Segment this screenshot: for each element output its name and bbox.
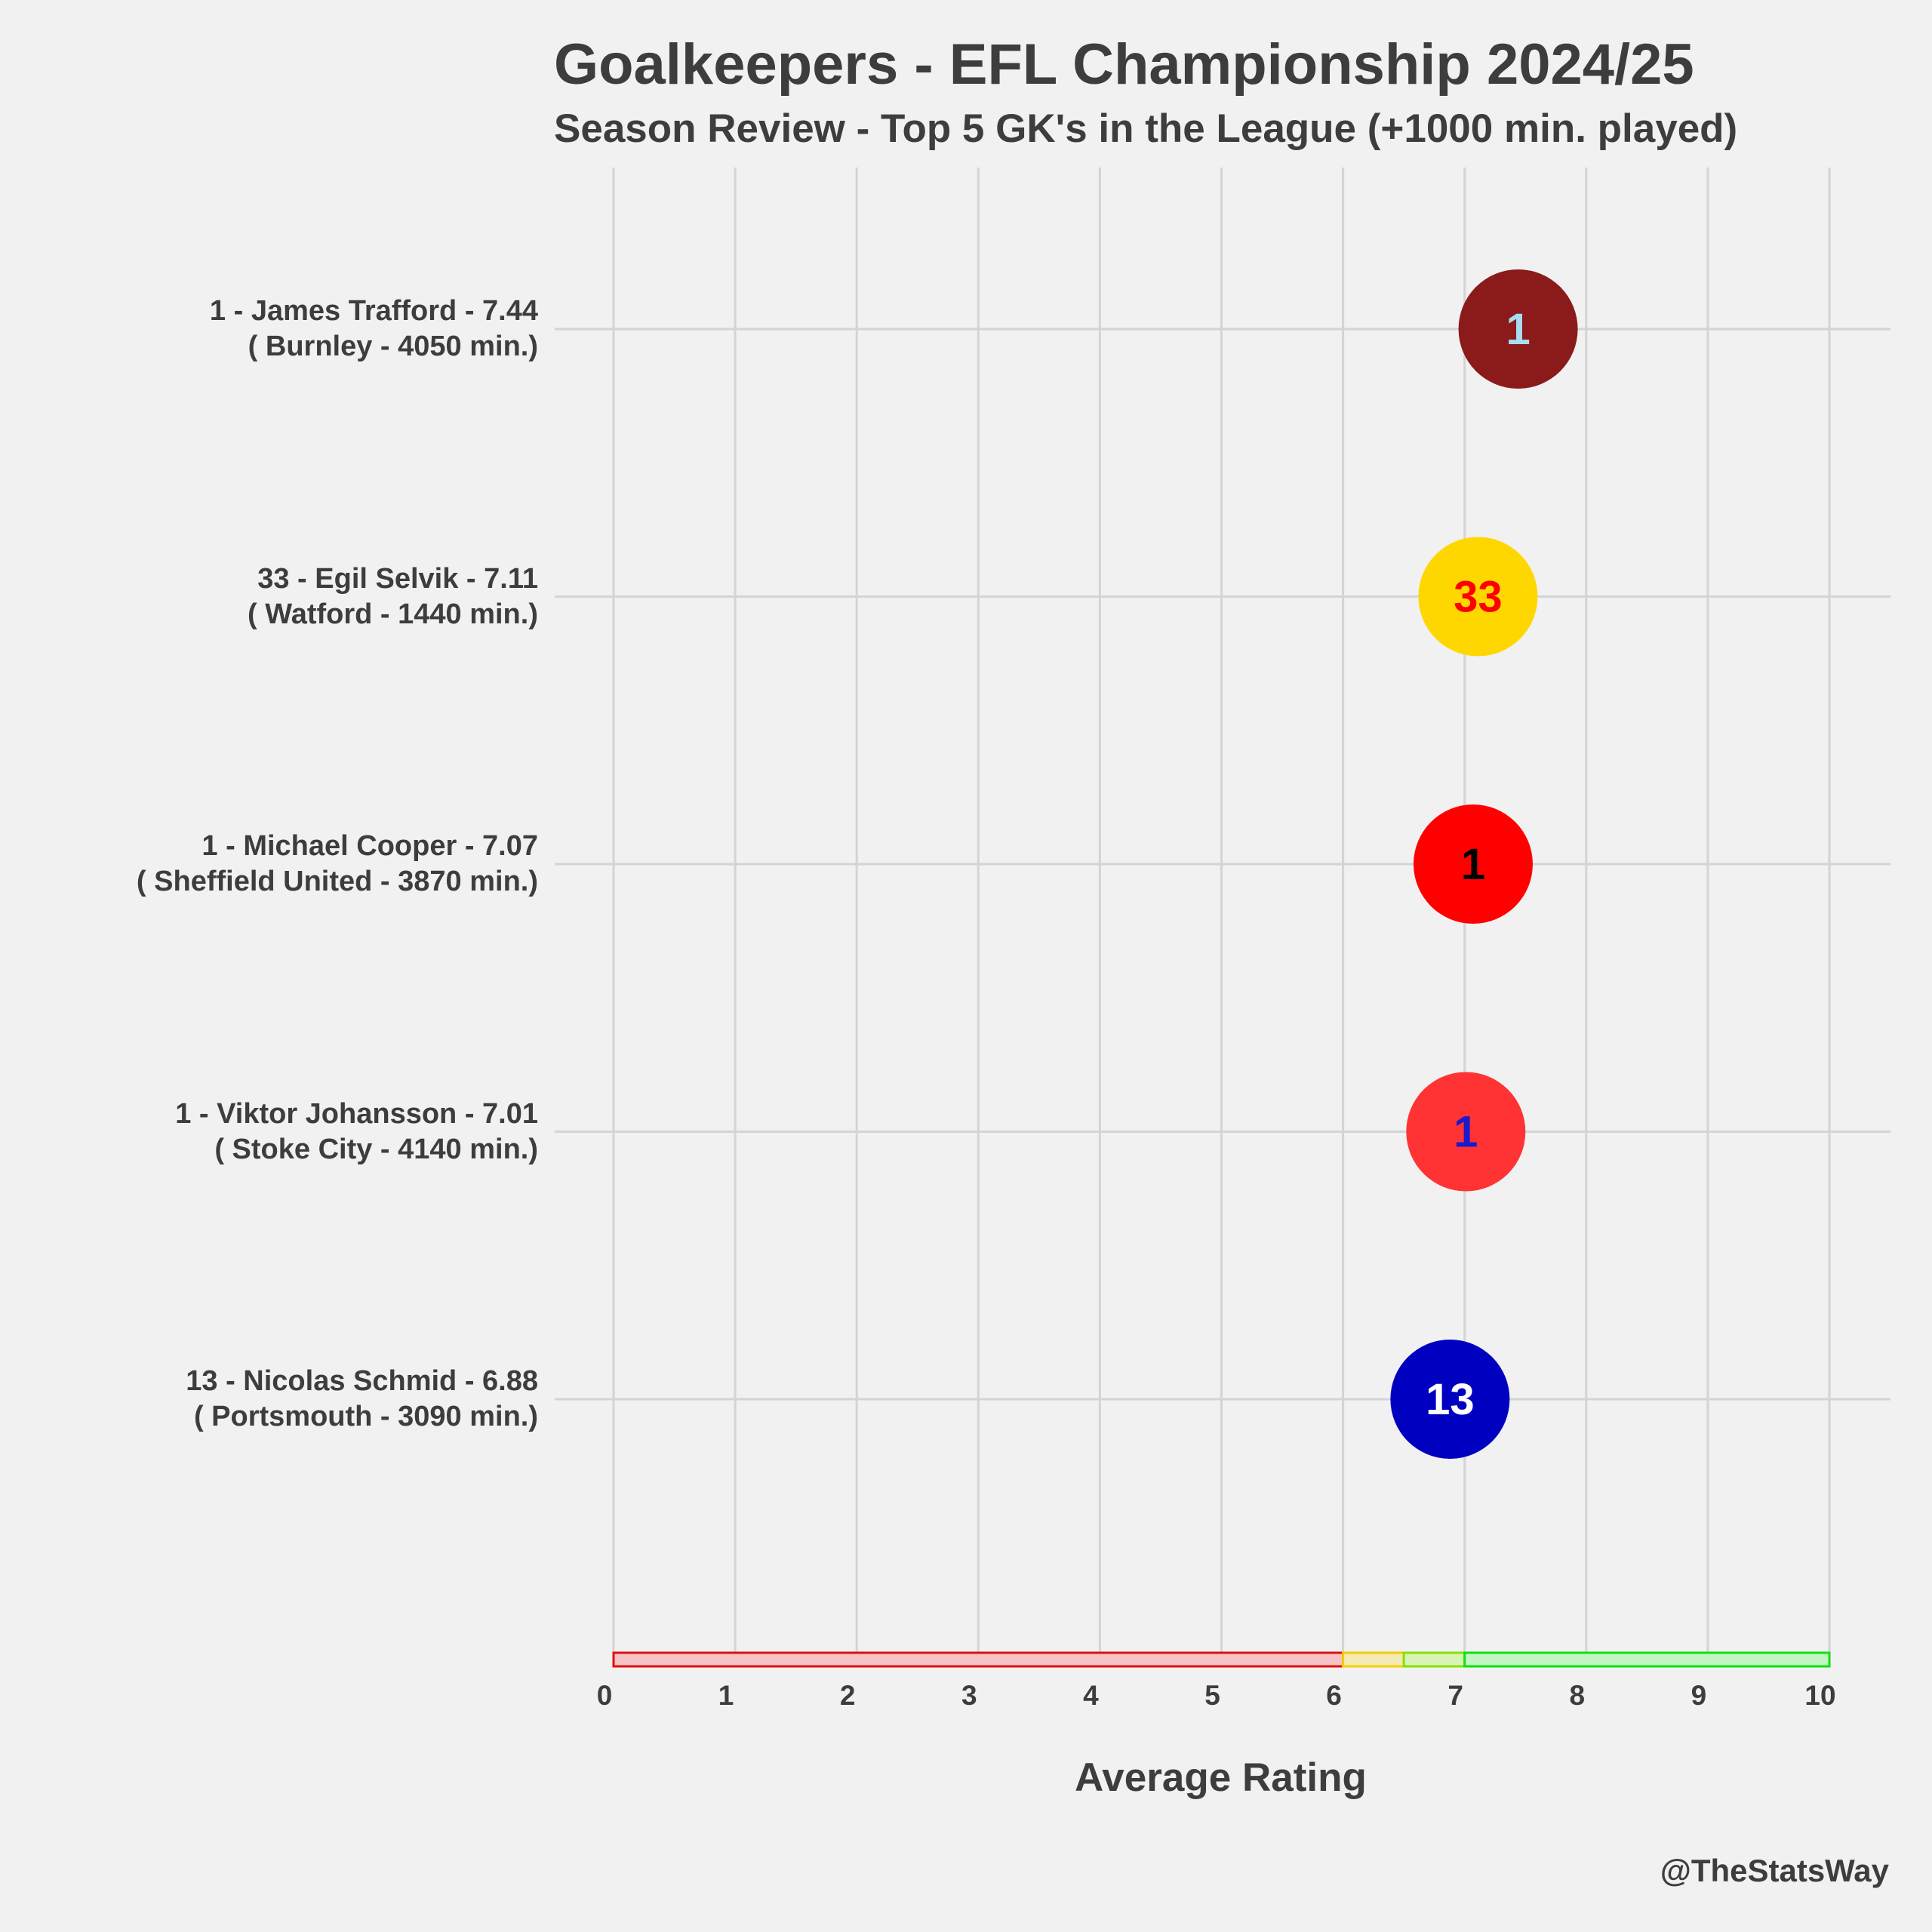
player-marker xyxy=(1406,1072,1526,1192)
x-tick-label: 7 xyxy=(1447,1680,1463,1711)
x-tick-label: 9 xyxy=(1690,1680,1707,1711)
shirt-number-label: 1 xyxy=(1506,305,1530,354)
player-club-minutes: ( Portsmouth - 3090 min.) xyxy=(193,1401,538,1432)
player-label: 33 - Egil Selvik - 7.11( Watford - 1440 … xyxy=(248,561,538,632)
shirt-number-label: 1 xyxy=(1454,1108,1478,1157)
chart-subtitle: Season Review - Top 5 GK's in the League… xyxy=(554,106,1738,151)
player-marker xyxy=(1413,804,1533,924)
player-name-rating: 1 - Michael Cooper - 7.07 xyxy=(202,830,538,862)
x-tick-label: 5 xyxy=(1204,1680,1220,1711)
player-marker xyxy=(1418,537,1538,657)
shirt-number-label: 1 xyxy=(1461,840,1485,889)
x-tick-label: 10 xyxy=(1804,1680,1836,1711)
player-label: 1 - James Trafford - 7.44 ( Burnley - 405… xyxy=(210,294,538,365)
player-name-rating: 13 - Nicolas Schmid - 6.88 xyxy=(186,1365,538,1397)
chart-title: Goalkeepers - EFL Championship 2024/25 xyxy=(554,32,1694,97)
shirt-number-label: 13 xyxy=(1426,1375,1475,1424)
rating-band xyxy=(612,1651,1345,1668)
x-tick-label: 1 xyxy=(718,1680,734,1711)
player-club-minutes: ( Burnley - 4050 min.) xyxy=(248,331,538,362)
x-tick-label: 8 xyxy=(1569,1680,1586,1711)
player-name-rating: 1 - Viktor Johansson - 7.01 xyxy=(175,1097,538,1130)
player-label: 1 - Michael Cooper - 7.07 ( Sheffield Uni… xyxy=(137,829,538,900)
player-marker xyxy=(1390,1340,1510,1459)
player-name-rating: 1 - James Trafford - 7.44 xyxy=(209,295,538,327)
player-label: 1 - Viktor Johansson - 7.01( Stoke City … xyxy=(175,1097,538,1168)
rating-band xyxy=(1402,1651,1466,1668)
player-club-minutes: ( Sheffield United - 3870 min.) xyxy=(136,866,538,897)
x-tick-label: 3 xyxy=(961,1680,977,1711)
x-tick-label: 2 xyxy=(839,1680,856,1711)
x-tick-label: 4 xyxy=(1083,1680,1099,1711)
player-club-minutes: ( Watford - 1440 min.) xyxy=(248,598,538,630)
x-tick-label: 6 xyxy=(1326,1680,1342,1711)
x-tick-label: 0 xyxy=(596,1680,613,1711)
player-name-rating: 33 - Egil Selvik - 7.11 xyxy=(257,562,538,595)
player-label: 13 - Nicolas Schmid - 6.88 ( Portsmouth -… xyxy=(186,1364,538,1435)
credit-handle: @TheStatsWay xyxy=(1660,1853,1889,1888)
player-marker xyxy=(1458,269,1578,389)
x-axis-title: Average Rating xyxy=(1075,1755,1367,1800)
rating-band xyxy=(1463,1651,1831,1668)
rating-band xyxy=(1342,1651,1405,1668)
shirt-number-label: 33 xyxy=(1454,573,1503,622)
player-club-minutes: ( Stoke City - 4140 min.) xyxy=(214,1133,538,1165)
